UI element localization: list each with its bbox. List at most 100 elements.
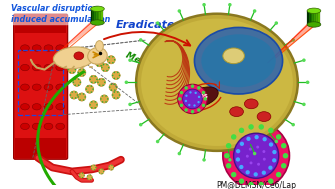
- Circle shape: [78, 79, 79, 80]
- Circle shape: [191, 84, 194, 88]
- Ellipse shape: [88, 47, 107, 64]
- Circle shape: [109, 62, 110, 64]
- Circle shape: [89, 104, 91, 106]
- Circle shape: [103, 64, 105, 65]
- Circle shape: [268, 166, 273, 170]
- Circle shape: [107, 56, 115, 64]
- Circle shape: [109, 166, 110, 167]
- Circle shape: [113, 167, 114, 168]
- Circle shape: [74, 84, 76, 86]
- Circle shape: [79, 176, 80, 177]
- Circle shape: [89, 57, 91, 59]
- Circle shape: [178, 152, 181, 155]
- Ellipse shape: [95, 41, 103, 51]
- Ellipse shape: [186, 87, 218, 107]
- Circle shape: [259, 182, 264, 187]
- Circle shape: [91, 76, 92, 77]
- Circle shape: [82, 54, 91, 62]
- Circle shape: [203, 97, 207, 101]
- Circle shape: [102, 84, 104, 86]
- Circle shape: [99, 79, 100, 80]
- Circle shape: [102, 79, 104, 80]
- Circle shape: [89, 75, 97, 84]
- Circle shape: [75, 97, 76, 99]
- Circle shape: [302, 58, 306, 62]
- Circle shape: [112, 91, 120, 99]
- Circle shape: [69, 66, 71, 67]
- Circle shape: [84, 54, 86, 56]
- Circle shape: [183, 89, 202, 109]
- Circle shape: [83, 93, 84, 95]
- Circle shape: [79, 81, 81, 83]
- Circle shape: [109, 56, 110, 58]
- Circle shape: [100, 98, 102, 100]
- Circle shape: [111, 89, 112, 91]
- Circle shape: [114, 83, 116, 85]
- Circle shape: [87, 175, 88, 177]
- Text: EGFR
inhibition: EGFR inhibition: [166, 84, 199, 98]
- Circle shape: [262, 170, 266, 175]
- Circle shape: [114, 89, 116, 91]
- Circle shape: [99, 84, 100, 86]
- Circle shape: [74, 79, 76, 80]
- Circle shape: [283, 153, 288, 159]
- Bar: [97, 9, 99, 22]
- Circle shape: [116, 86, 117, 88]
- Circle shape: [112, 62, 114, 64]
- Circle shape: [94, 169, 95, 170]
- Ellipse shape: [20, 84, 29, 90]
- FancyBboxPatch shape: [14, 14, 68, 159]
- Text: PM@DLMSN/Ce6/Lap: PM@DLMSN/Ce6/Lap: [216, 181, 296, 189]
- Bar: [94, 9, 96, 22]
- Circle shape: [117, 97, 119, 99]
- Circle shape: [111, 169, 113, 170]
- Circle shape: [90, 179, 91, 180]
- Circle shape: [105, 101, 107, 103]
- Circle shape: [97, 65, 98, 67]
- Circle shape: [291, 38, 295, 42]
- Circle shape: [111, 83, 112, 85]
- Circle shape: [239, 178, 244, 184]
- Circle shape: [87, 85, 89, 87]
- Circle shape: [71, 91, 73, 93]
- Circle shape: [97, 59, 98, 60]
- Circle shape: [89, 79, 91, 80]
- Circle shape: [87, 91, 89, 93]
- Circle shape: [112, 75, 114, 76]
- Circle shape: [101, 67, 103, 68]
- Circle shape: [202, 104, 205, 107]
- Circle shape: [291, 123, 295, 126]
- Circle shape: [228, 158, 231, 162]
- Circle shape: [91, 107, 92, 108]
- Circle shape: [239, 165, 244, 169]
- Circle shape: [73, 78, 81, 86]
- Circle shape: [73, 66, 74, 67]
- Ellipse shape: [32, 84, 41, 90]
- Circle shape: [114, 72, 115, 73]
- Ellipse shape: [32, 64, 41, 71]
- Ellipse shape: [56, 64, 65, 71]
- Ellipse shape: [245, 99, 258, 109]
- Ellipse shape: [257, 112, 271, 122]
- Circle shape: [117, 72, 119, 73]
- Circle shape: [87, 175, 92, 180]
- Circle shape: [78, 68, 86, 77]
- Circle shape: [249, 148, 252, 151]
- Ellipse shape: [307, 8, 321, 13]
- Circle shape: [184, 86, 188, 90]
- Circle shape: [103, 171, 104, 172]
- Circle shape: [253, 152, 256, 155]
- Circle shape: [96, 104, 98, 106]
- Circle shape: [78, 93, 86, 101]
- Polygon shape: [52, 21, 103, 58]
- Circle shape: [197, 108, 201, 112]
- Circle shape: [106, 70, 108, 71]
- Circle shape: [178, 84, 207, 114]
- Circle shape: [94, 101, 96, 103]
- Circle shape: [99, 172, 100, 173]
- Circle shape: [87, 178, 88, 179]
- Circle shape: [109, 83, 117, 91]
- Circle shape: [92, 88, 94, 90]
- Circle shape: [112, 71, 120, 80]
- Circle shape: [100, 59, 102, 60]
